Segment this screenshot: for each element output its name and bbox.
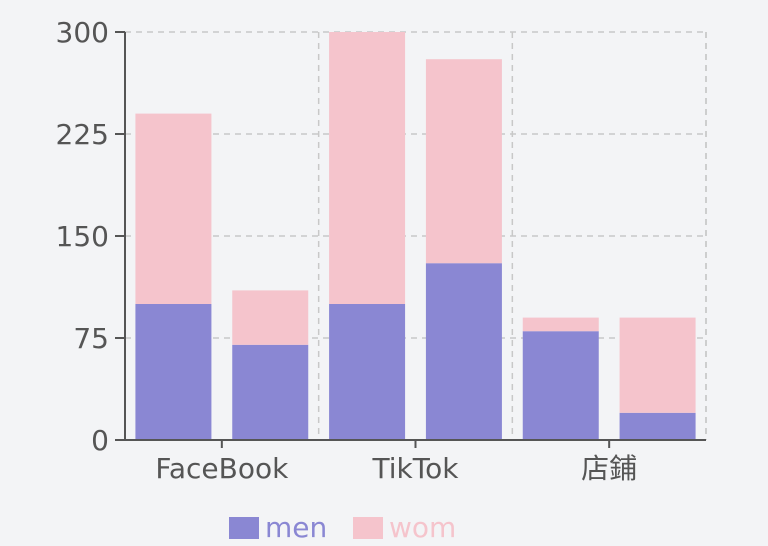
y-tick-label-4: 300 (56, 16, 109, 49)
legend-swatch-wom (353, 517, 383, 539)
legend-label-wom: wom (389, 511, 456, 544)
legend: men wom (229, 511, 456, 544)
y-tick-label-3: 225 (56, 118, 109, 151)
bar-men-1 (232, 344, 309, 440)
bar-men-4 (522, 331, 599, 440)
bar-wom-2 (329, 32, 406, 304)
y-tick-labels: 0 75 150 225 300 (56, 16, 109, 457)
legend-swatch-men (229, 517, 259, 539)
bar-wom-4 (522, 317, 599, 332)
axes (115, 31, 706, 448)
x-category-labels: FaceBook TikTok 店鋪 (155, 452, 637, 485)
bar-wom-0 (135, 113, 212, 304)
bar-men-5 (619, 412, 696, 440)
y-tick-label-2: 150 (56, 220, 109, 253)
legend-label-men: men (265, 511, 327, 544)
bar-wom-3 (425, 59, 502, 264)
x-category-label-1: FaceBook (155, 452, 289, 485)
x-category-label-5: 店鋪 (581, 452, 637, 485)
bar-wom-1 (232, 290, 309, 345)
bar-men-2 (329, 304, 406, 440)
x-category-label-3: TikTok (372, 452, 460, 485)
bars (135, 32, 696, 440)
grid-lines (125, 31, 707, 440)
bar-wom-5 (619, 317, 696, 413)
y-tick-label-1: 75 (73, 322, 109, 355)
bar-men-0 (135, 304, 212, 440)
bar-men-3 (425, 263, 502, 440)
y-tick-label-0: 0 (91, 424, 109, 457)
